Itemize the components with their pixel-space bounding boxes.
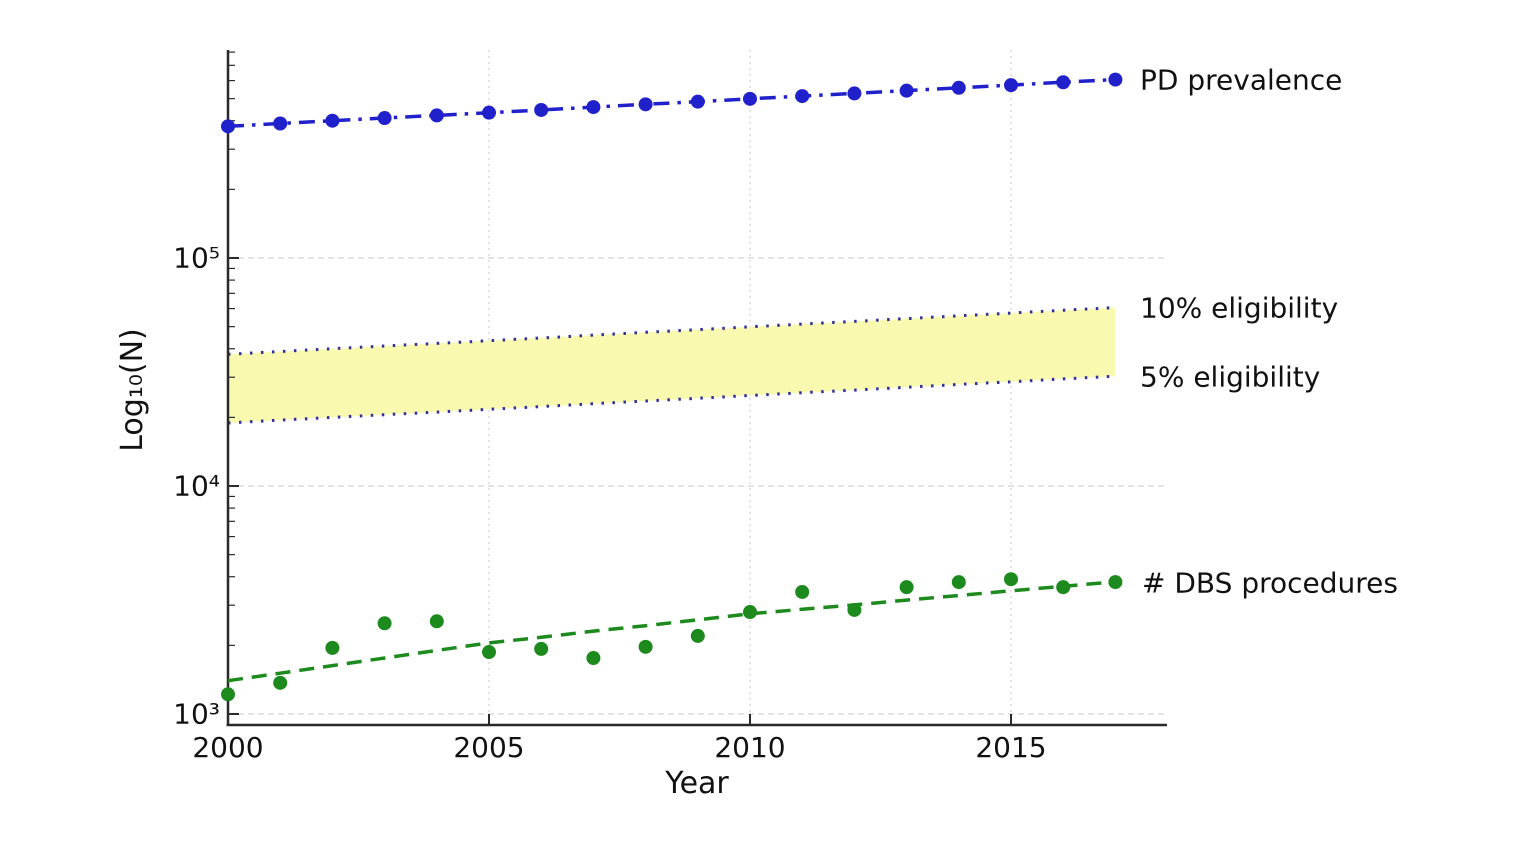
eligibility-5pct-label: 5% eligibility [1140, 361, 1320, 394]
axis-spines [226, 50, 1167, 727]
y-axis-label: Log₁₀(N) [115, 328, 150, 452]
y-tick-label-1e3: 10³ [173, 698, 220, 731]
eligibility-10pct-label: 10% eligibility [1140, 292, 1338, 325]
x-tick-label-2010: 2010 [714, 731, 785, 764]
x-axis-label: Year [664, 766, 729, 801]
eligibility-band [227, 306, 1116, 425]
y-tick-label-1e5: 10⁵ [173, 242, 220, 275]
dbs-procedures-label: # DBS procedures [1142, 567, 1398, 600]
x-tick-label-2005: 2005 [453, 731, 524, 764]
pd-prevalence-series [221, 72, 1123, 134]
dbs-trendline [227, 580, 1116, 683]
dbs-scatter [221, 572, 1123, 702]
x-tick-label-2015: 2015 [975, 731, 1046, 764]
x-tick-label-2000: 2000 [192, 731, 263, 764]
pd-prevalence-label: PD prevalence [1140, 64, 1342, 97]
y-tick-label-1e4: 10⁴ [173, 470, 220, 503]
